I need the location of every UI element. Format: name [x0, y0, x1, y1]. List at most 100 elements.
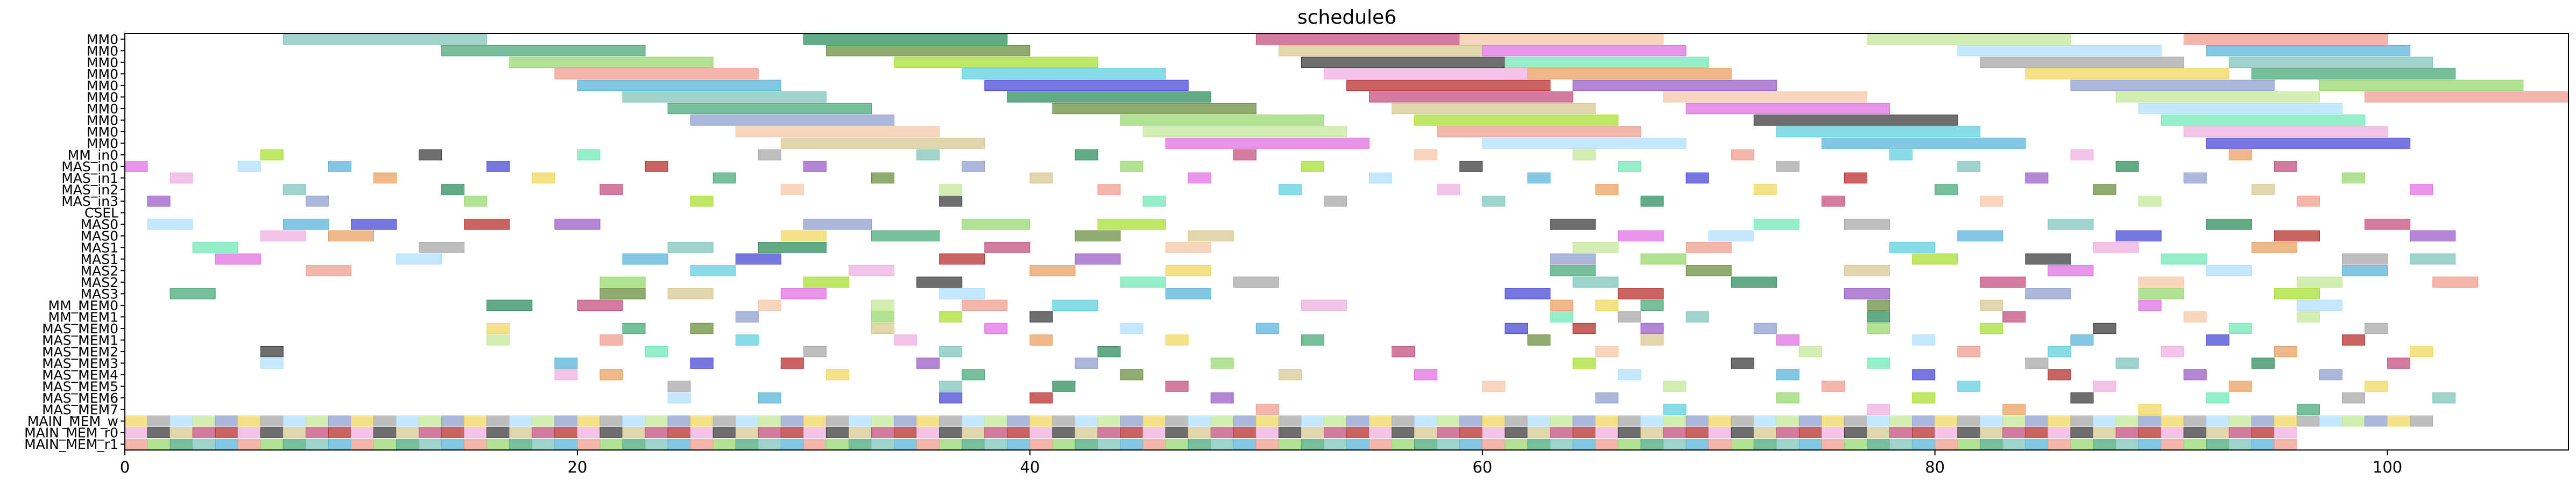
task-bar [1210, 392, 1234, 404]
task-bar [735, 126, 940, 138]
memory-block [1618, 439, 1641, 450]
memory-block [1052, 427, 1076, 438]
memory-block [1527, 439, 1551, 450]
task-bars [124, 33, 2569, 450]
task-bar [1776, 369, 1799, 381]
task-bar [780, 184, 804, 195]
memory-block [147, 427, 171, 438]
y-tick-label: MAS_MEM3 [42, 356, 118, 371]
task-bar [1867, 311, 1890, 323]
memory-block [509, 427, 533, 438]
memory-block [396, 415, 420, 427]
memory-block [1980, 439, 2003, 450]
memory-block [1822, 439, 1845, 450]
task-bar [170, 288, 216, 299]
task-bar [260, 149, 284, 161]
memory-block [486, 415, 510, 427]
task-bar [192, 242, 238, 253]
task-bar [599, 276, 646, 288]
memory-block [2410, 415, 2433, 427]
task-bar [1482, 45, 1686, 56]
task-bar [939, 381, 963, 392]
memory-block [1731, 415, 1754, 427]
memory-block [2093, 415, 2116, 427]
task-bar [2206, 334, 2229, 346]
task-bar [690, 265, 736, 276]
task-bar [1889, 242, 1936, 253]
task-bar [1776, 161, 1799, 172]
task-bar [1165, 381, 1189, 392]
memory-block [1029, 415, 1053, 427]
memory-block [1369, 427, 1392, 438]
memory-block [1776, 415, 1799, 427]
task-bar [509, 56, 714, 68]
memory-block [1867, 439, 1890, 450]
memory-block [1324, 427, 1347, 438]
y-tick-label: MM_in0 [68, 147, 118, 163]
task-bar [1753, 218, 1799, 230]
task-bar [735, 311, 759, 323]
task-bar [1867, 404, 1890, 415]
memory-block [2115, 415, 2139, 427]
memory-block [645, 427, 668, 438]
memory-block [283, 415, 306, 427]
memory-block [1255, 427, 1279, 438]
task-bar [939, 288, 985, 299]
task-bar [1482, 381, 1506, 392]
memory-block [1640, 415, 1664, 427]
task-bar [1120, 276, 1166, 288]
task-bar [1618, 369, 1641, 381]
task-bar [939, 253, 985, 265]
memory-block [260, 439, 284, 450]
memory-block [2161, 415, 2184, 427]
task-bar [2410, 253, 2456, 265]
memory-block [1392, 439, 1415, 450]
task-bar [1142, 195, 1166, 207]
memory-block [2161, 439, 2184, 450]
memory-block [1685, 439, 1709, 450]
memory-block [577, 427, 601, 438]
memory-block [328, 439, 351, 450]
memory-block [1798, 439, 1822, 450]
memory-block [2048, 415, 2071, 427]
task-bar [328, 161, 351, 172]
memory-block [2070, 415, 2094, 427]
memory-block [962, 427, 985, 438]
task-bar [1957, 381, 1981, 392]
task-bar [871, 311, 894, 323]
task-bar [1188, 230, 1234, 241]
memory-block [170, 439, 193, 450]
memory-block [554, 427, 578, 438]
task-bar [1075, 358, 1098, 369]
memory-block [758, 427, 781, 438]
memory-block [1414, 439, 1438, 450]
memory-block [1075, 439, 1098, 450]
task-bar [2183, 369, 2207, 381]
memory-block [237, 439, 261, 450]
task-bar [215, 253, 261, 265]
memory-block [1867, 427, 1890, 438]
task-bar [554, 218, 601, 230]
task-bar [1255, 33, 1460, 45]
memory-block [2161, 427, 2184, 438]
memory-block [622, 427, 646, 438]
memory-block [2115, 427, 2139, 438]
y-tick-label: MAS_in3 [61, 194, 118, 209]
memory-block [2274, 427, 2297, 438]
task-bar [1346, 80, 1551, 91]
task-bar [2251, 358, 2275, 369]
task-bar [1822, 195, 1845, 207]
memory-block [192, 415, 216, 427]
task-bar [1572, 149, 1596, 161]
memory-block [735, 427, 759, 438]
memory-block [2070, 439, 2094, 450]
task-bar [1052, 381, 1076, 392]
memory-block [1233, 427, 1257, 438]
task-bar [849, 265, 895, 276]
memory-block [1075, 427, 1098, 438]
memory-block [554, 415, 578, 427]
memory-block [1120, 427, 1144, 438]
task-bar [554, 358, 578, 369]
memory-block [758, 415, 781, 427]
